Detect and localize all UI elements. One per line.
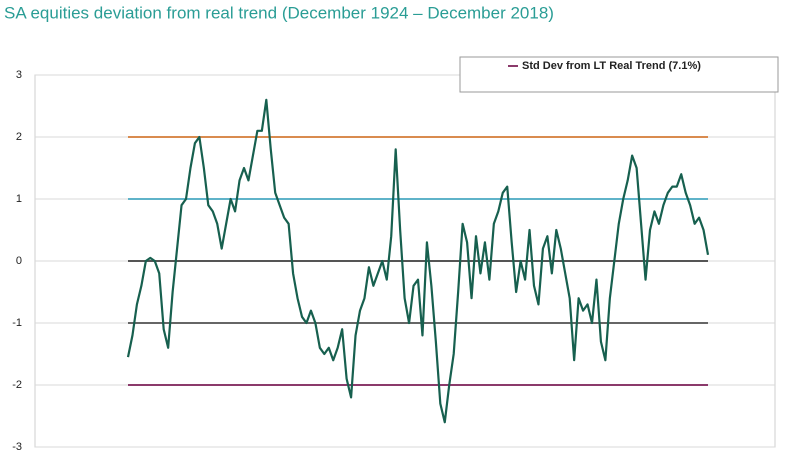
data-line — [126, 98, 710, 424]
y-tick-label: -1 — [12, 317, 22, 329]
chart-title: SA equities deviation from real trend (D… — [4, 3, 554, 22]
y-tick-label: 3 — [16, 69, 22, 81]
y-tick-label: 2 — [16, 131, 22, 143]
y-tick-label: 0 — [16, 255, 22, 267]
y-tick-label: 1 — [16, 193, 22, 205]
y-tick-label: -2 — [12, 379, 22, 391]
legend-box — [459, 56, 779, 93]
legend: Std Dev from LT Real Trend (7.1%) — [459, 56, 779, 93]
legend-label: Std Dev from LT Real Trend (7.1%) — [522, 60, 701, 72]
y-tick-label: -3 — [12, 441, 22, 453]
